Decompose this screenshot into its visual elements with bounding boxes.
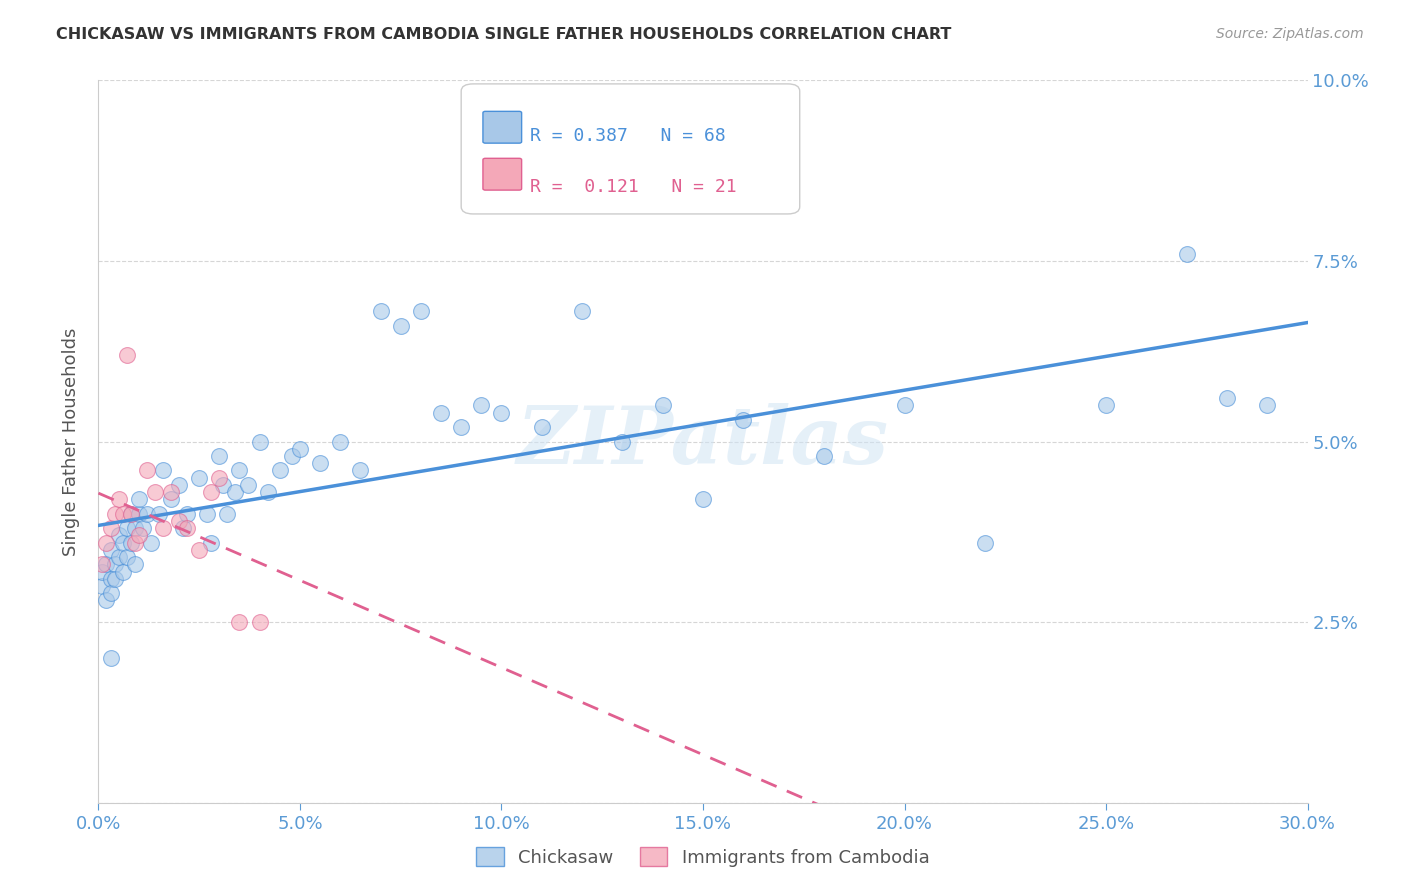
Point bbox=[167, 478, 190, 492]
Point bbox=[200, 485, 222, 500]
Point bbox=[135, 507, 157, 521]
Point bbox=[974, 535, 997, 549]
Point bbox=[188, 471, 211, 485]
Point bbox=[813, 449, 835, 463]
Point bbox=[143, 485, 166, 500]
Point bbox=[100, 542, 122, 557]
Point bbox=[208, 449, 231, 463]
Text: Source: ZipAtlas.com: Source: ZipAtlas.com bbox=[1216, 27, 1364, 41]
Point bbox=[208, 471, 231, 485]
Point bbox=[269, 463, 291, 477]
Point bbox=[103, 572, 125, 586]
Point bbox=[1175, 246, 1198, 260]
Text: R = 0.387   N = 68: R = 0.387 N = 68 bbox=[530, 128, 725, 145]
Point bbox=[160, 485, 183, 500]
Point bbox=[111, 507, 134, 521]
FancyBboxPatch shape bbox=[482, 158, 522, 190]
Point bbox=[132, 521, 155, 535]
Point bbox=[249, 615, 271, 630]
Point bbox=[167, 514, 190, 528]
Point bbox=[172, 521, 194, 535]
Point bbox=[256, 485, 278, 500]
Point bbox=[120, 507, 142, 521]
Point bbox=[470, 398, 492, 412]
Point bbox=[152, 463, 174, 477]
Point bbox=[430, 406, 453, 420]
Point bbox=[212, 478, 235, 492]
Point bbox=[288, 442, 311, 456]
Point bbox=[96, 558, 118, 572]
Point bbox=[128, 528, 150, 542]
Point bbox=[612, 434, 634, 449]
Point bbox=[1095, 398, 1118, 412]
Point bbox=[115, 348, 138, 362]
FancyBboxPatch shape bbox=[461, 84, 800, 214]
Point bbox=[91, 565, 114, 579]
Point bbox=[249, 434, 271, 449]
Point bbox=[349, 463, 371, 477]
Point bbox=[148, 507, 170, 521]
Point bbox=[160, 492, 183, 507]
Point bbox=[491, 406, 513, 420]
Point bbox=[188, 542, 211, 557]
Legend: Chickasaw, Immigrants from Cambodia: Chickasaw, Immigrants from Cambodia bbox=[470, 840, 936, 874]
Point bbox=[370, 304, 392, 318]
Text: ZIPatlas: ZIPatlas bbox=[517, 403, 889, 480]
Point bbox=[100, 586, 122, 600]
Point bbox=[176, 507, 198, 521]
Text: CHICKASAW VS IMMIGRANTS FROM CAMBODIA SINGLE FATHER HOUSEHOLDS CORRELATION CHART: CHICKASAW VS IMMIGRANTS FROM CAMBODIA SI… bbox=[56, 27, 952, 42]
Point bbox=[893, 398, 915, 412]
Point bbox=[530, 420, 553, 434]
Point bbox=[651, 398, 673, 412]
Point bbox=[228, 463, 250, 477]
Point bbox=[124, 558, 146, 572]
Point bbox=[389, 318, 412, 333]
Point bbox=[107, 492, 129, 507]
Point bbox=[128, 492, 150, 507]
Point bbox=[100, 521, 122, 535]
Point bbox=[103, 558, 125, 572]
Point bbox=[224, 485, 246, 500]
Point bbox=[115, 521, 138, 535]
Point bbox=[309, 456, 332, 470]
Point bbox=[217, 507, 239, 521]
Point bbox=[111, 565, 134, 579]
Point bbox=[103, 507, 125, 521]
Point bbox=[124, 521, 146, 535]
Point bbox=[100, 572, 122, 586]
FancyBboxPatch shape bbox=[482, 112, 522, 143]
Point bbox=[409, 304, 432, 318]
Point bbox=[329, 434, 352, 449]
Text: R =  0.121   N = 21: R = 0.121 N = 21 bbox=[530, 178, 737, 196]
Point bbox=[115, 550, 138, 565]
Point bbox=[91, 558, 114, 572]
Point bbox=[120, 507, 142, 521]
Point bbox=[120, 535, 142, 549]
Point bbox=[107, 528, 129, 542]
Point bbox=[176, 521, 198, 535]
Point bbox=[111, 535, 134, 549]
Point bbox=[96, 535, 118, 549]
Point bbox=[228, 615, 250, 630]
Point bbox=[195, 507, 218, 521]
Point bbox=[152, 521, 174, 535]
Point bbox=[236, 478, 259, 492]
Y-axis label: Single Father Households: Single Father Households bbox=[62, 327, 80, 556]
Point bbox=[107, 550, 129, 565]
Point bbox=[139, 535, 162, 549]
Point bbox=[450, 420, 472, 434]
Point bbox=[135, 463, 157, 477]
Point bbox=[124, 535, 146, 549]
Point bbox=[733, 413, 755, 427]
Point bbox=[100, 651, 122, 665]
Point bbox=[281, 449, 304, 463]
Point bbox=[1216, 391, 1239, 405]
Point bbox=[692, 492, 714, 507]
Point bbox=[571, 304, 593, 318]
Point bbox=[1256, 398, 1278, 412]
Point bbox=[200, 535, 222, 549]
Point bbox=[91, 579, 114, 593]
Point bbox=[128, 507, 150, 521]
Point bbox=[96, 593, 118, 607]
